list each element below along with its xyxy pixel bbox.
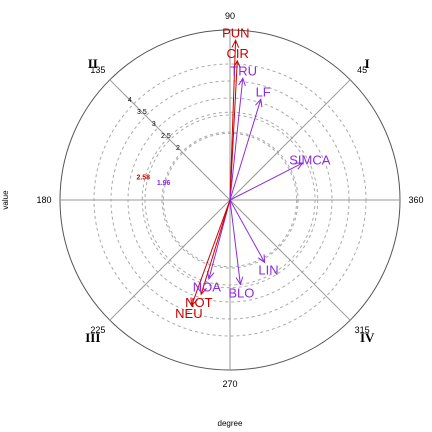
spoke-1 [229, 79, 351, 201]
reference-circle-label: 1.96 [157, 180, 171, 187]
spoke-7 [229, 199, 351, 321]
x-axis-label: degree [218, 419, 243, 428]
arrowhead-blo [235, 276, 244, 286]
vector-label: TRU [230, 63, 257, 78]
vector-simca [229, 162, 303, 201]
vector-label: NEU [175, 306, 202, 321]
vector-tru [229, 78, 244, 201]
vector-lf [229, 99, 262, 201]
vector-label: BLO [228, 285, 254, 300]
angle-label: 360 [408, 195, 423, 205]
angle-label: 45 [357, 65, 367, 75]
angle-label: 315 [355, 325, 370, 335]
reference-circle-label: 2.58 [136, 174, 150, 181]
vector-label: SIMCA [289, 152, 331, 167]
radial-tick-label: 3.5 [137, 109, 147, 116]
axis-layer [60, 30, 400, 370]
quadrant-label: I [365, 56, 370, 71]
vector-cir [229, 60, 238, 201]
spoke-3 [109, 79, 231, 201]
radial-tick-label: 3 [152, 121, 156, 128]
vector-label: NOA [193, 280, 222, 295]
arrowhead-not [199, 286, 207, 296]
arrowhead-tru [238, 77, 246, 86]
vector-label: CIR [227, 46, 249, 61]
radial-tick-label: 2 [176, 145, 180, 152]
angle-label: 180 [36, 195, 51, 205]
arrowhead-simca [294, 162, 304, 170]
vector-lin [229, 199, 266, 263]
vector-layer [190, 39, 304, 307]
arrowhead-neu [190, 297, 198, 307]
angle-label: 270 [222, 379, 237, 389]
quadrant-label: III [85, 330, 100, 345]
radial-tick-label: 4 [128, 97, 132, 104]
quadrant-label: II [88, 56, 98, 71]
spoke-5 [109, 199, 231, 321]
vector-neu [191, 199, 231, 306]
quadrant-label: IV [360, 330, 375, 345]
arrowhead-cir [233, 59, 241, 69]
arrowhead-pun [231, 39, 240, 48]
vector-label: LIN [258, 262, 278, 277]
arrowhead-lf [255, 98, 263, 108]
radial-tick-label: 2.5 [161, 133, 171, 140]
y-axis-label: value [1, 190, 10, 210]
vector-label: NOT [185, 295, 213, 310]
vector-label: LF [256, 85, 271, 100]
angle-label: 90 [225, 11, 235, 21]
vector-not [200, 199, 231, 295]
arrowhead-lin [257, 254, 266, 264]
vector-label: PUN [222, 25, 249, 40]
vector-blo [229, 199, 241, 285]
angle-label: 135 [90, 65, 105, 75]
angle-label: 225 [90, 325, 105, 335]
